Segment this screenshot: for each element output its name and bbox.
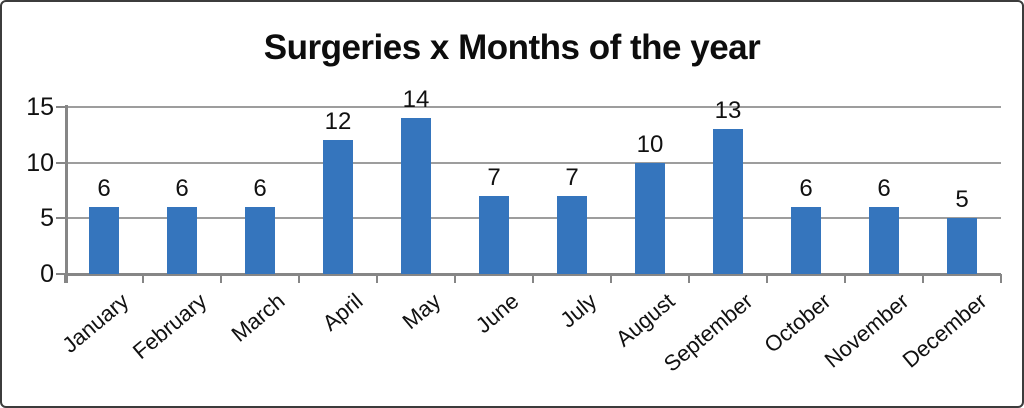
y-axis-tick [56,217,65,220]
y-axis-tick [56,161,65,164]
x-axis-tick [376,274,378,283]
y-axis-label: 0 [40,260,54,288]
bar-september [713,129,743,274]
x-axis-tick [532,274,534,283]
bar-october [791,207,821,274]
x-axis-tick [688,274,690,283]
bar-march [245,207,275,274]
bar-january [89,207,119,274]
bar-december [947,218,977,274]
bar-value-label-march: 6 [253,175,267,203]
bar-value-label-october: 6 [799,175,813,203]
x-axis-tick [1000,274,1002,283]
bar-value-label-june: 7 [487,164,501,192]
bar-value-label-may: 14 [402,86,430,114]
bar-value-label-july: 7 [565,164,579,192]
gridline-10 [65,161,1001,164]
chart-title: Surgeries x Months of the year [263,28,761,67]
bar-value-label-december: 5 [955,186,969,214]
bar-value-label-april: 12 [324,108,352,136]
x-axis-tick [922,274,924,283]
y-axis-tick [56,273,65,275]
x-axis-tick [64,274,66,283]
bar-value-label-september: 13 [714,97,742,125]
bar-november [869,207,899,274]
x-axis-tick [220,274,222,283]
x-axis-tick [142,274,144,283]
bar-february [167,207,197,274]
bar-value-label-august: 10 [636,130,664,158]
y-axis-label: 10 [26,148,54,177]
gridline-5 [65,217,1001,220]
bar-value-label-february: 6 [175,175,189,203]
x-axis-tick [298,274,300,283]
gridline-15 [65,106,1001,108]
bar-value-label-january: 6 [97,175,111,203]
bar-may [401,118,431,274]
y-axis-label: 15 [26,93,54,121]
bar-value-label-november: 6 [877,175,891,203]
x-axis-tick [844,274,846,283]
bar-july [557,196,587,274]
y-axis-tick [56,106,65,108]
x-axis-tick [454,274,456,283]
x-axis-tick [766,274,768,283]
y-axis-line [65,105,68,283]
x-axis-tick [610,274,612,283]
bar-june [479,196,509,274]
bar-august [635,162,665,274]
y-axis-label: 5 [40,204,54,233]
bar-april [323,140,353,274]
